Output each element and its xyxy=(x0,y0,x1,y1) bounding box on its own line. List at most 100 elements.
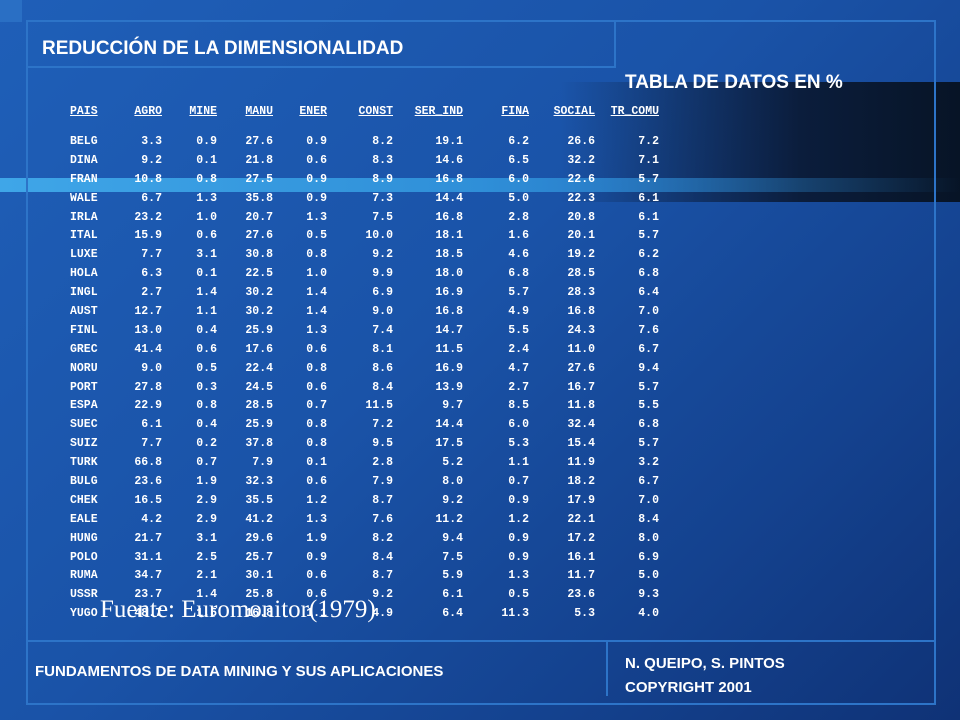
value-cell: 0.8 xyxy=(196,172,217,186)
country-cell: NORU xyxy=(70,361,98,375)
value-cell: 3.2 xyxy=(638,456,659,470)
value-cell: 9.2 xyxy=(442,493,463,507)
country-cell: DINA xyxy=(70,153,98,167)
table-row: CHEK 16.5 2.9 35.5 1.2 8.7 9.2 0.9 17.9 7.0 xyxy=(70,491,659,510)
value-cell: 0.8 xyxy=(196,399,217,413)
value-cell: 21.8 xyxy=(245,153,273,167)
value-cell: 16.8 xyxy=(435,304,463,318)
country-cell: PORT xyxy=(70,380,98,394)
value-cell: 6.7 xyxy=(638,474,659,488)
value-cell: 0.7 xyxy=(508,474,529,488)
value-cell: 0.6 xyxy=(306,474,327,488)
value-cell: 16.9 xyxy=(435,286,463,300)
table-row: ITAL 15.9 0.6 27.6 0.5 10.0 18.1 1.6 20.1 5.7 xyxy=(70,226,659,245)
table-row: PORT 27.8 0.3 24.5 0.6 8.4 13.9 2.7 16.7 5.7 xyxy=(70,378,659,397)
value-cell: 6.7 xyxy=(638,342,659,356)
country-cell: SUEC xyxy=(70,418,98,432)
value-cell: 30.1 xyxy=(245,569,273,583)
value-cell: 14.4 xyxy=(435,418,463,432)
value-cell: 10.8 xyxy=(134,172,162,186)
value-cell: 8.6 xyxy=(372,361,393,375)
value-cell: 1.3 xyxy=(306,323,327,337)
value-cell: 0.8 xyxy=(306,418,327,432)
value-cell: 7.3 xyxy=(372,191,393,205)
value-cell: 23.2 xyxy=(134,210,162,224)
cyan-accent-bar xyxy=(0,178,960,192)
value-cell: 27.6 xyxy=(245,134,273,148)
value-cell: 12.7 xyxy=(134,304,162,318)
value-cell: 8.0 xyxy=(638,531,659,545)
value-cell: 1.6 xyxy=(508,229,529,243)
value-cell: 6.0 xyxy=(508,172,529,186)
value-cell: 29.6 xyxy=(245,531,273,545)
value-cell: 5.7 xyxy=(638,229,659,243)
value-cell: 1.9 xyxy=(196,474,217,488)
value-cell: 1.1 xyxy=(508,456,529,470)
value-cell: 6.3 xyxy=(141,267,162,281)
value-cell: 1.4 xyxy=(306,304,327,318)
value-cell: 7.4 xyxy=(372,323,393,337)
value-cell: 0.6 xyxy=(306,569,327,583)
footer-vertical-divider xyxy=(606,640,608,696)
value-cell: 2.1 xyxy=(196,569,217,583)
value-cell: 11.5 xyxy=(365,399,393,413)
country-cell: YUGO xyxy=(70,607,98,621)
value-cell: 8.4 xyxy=(372,380,393,394)
value-cell: 22.5 xyxy=(245,267,273,281)
value-cell: 18.0 xyxy=(435,267,463,281)
value-cell: 0.1 xyxy=(196,267,217,281)
value-cell: 2.5 xyxy=(196,550,217,564)
value-cell: 5.3 xyxy=(574,607,595,621)
value-cell: 1.3 xyxy=(196,191,217,205)
value-cell: 2.9 xyxy=(196,512,217,526)
column-header: CONST xyxy=(358,104,393,118)
value-cell: 18.5 xyxy=(435,248,463,262)
value-cell: 23.7 xyxy=(134,588,162,602)
value-cell: 9.2 xyxy=(372,248,393,262)
country-cell: TURK xyxy=(70,456,98,470)
value-cell: 6.4 xyxy=(638,286,659,300)
country-cell: HOLA xyxy=(70,267,98,281)
value-cell: 16.7 xyxy=(567,380,595,394)
value-cell: 6.1 xyxy=(141,418,162,432)
value-cell: 11.3 xyxy=(501,607,529,621)
table-row: FINL 13.0 0.4 25.9 1.3 7.4 14.7 5.5 24.3 7.6 xyxy=(70,321,659,340)
value-cell: 48.7 xyxy=(134,607,162,621)
value-cell: 1.1 xyxy=(196,304,217,318)
value-cell: 0.4 xyxy=(196,323,217,337)
value-cell: 5.7 xyxy=(638,437,659,451)
value-cell: 22.4 xyxy=(245,361,273,375)
value-cell: 24.3 xyxy=(567,323,595,337)
value-cell: 28.5 xyxy=(245,399,273,413)
column-header: AGRO xyxy=(134,104,162,118)
column-header: SOCIAL xyxy=(553,104,595,118)
table-row: SUEC 6.1 0.4 25.9 0.8 7.2 14.4 6.0 32.4 6.8 xyxy=(70,415,659,434)
header-vertical-divider xyxy=(614,20,616,68)
table-row: POLO 31.1 2.5 25.7 0.9 8.4 7.5 0.9 16.1 6.9 xyxy=(70,548,659,567)
value-cell: 35.5 xyxy=(245,493,273,507)
value-cell: 8.2 xyxy=(372,134,393,148)
value-cell: 1.1 xyxy=(306,607,327,621)
value-cell: 27.8 xyxy=(134,380,162,394)
value-cell: 11.8 xyxy=(567,399,595,413)
value-cell: 5.7 xyxy=(508,286,529,300)
value-cell: 0.1 xyxy=(306,456,327,470)
table-row: INGL 2.7 1.4 30.2 1.4 6.9 16.9 5.7 28.3 6.4 xyxy=(70,283,659,302)
country-cell: INGL xyxy=(70,286,98,300)
table-row: RUMA 34.7 2.1 30.1 0.6 8.7 5.9 1.3 11.7 5.0 xyxy=(70,566,659,585)
value-cell: 8.1 xyxy=(372,342,393,356)
value-cell: 0.1 xyxy=(196,153,217,167)
value-cell: 0.8 xyxy=(306,248,327,262)
value-cell: 8.5 xyxy=(508,399,529,413)
value-cell: 4.7 xyxy=(508,361,529,375)
table-row: IRLA 23.2 1.0 20.7 1.3 7.5 16.8 2.8 20.8 6.1 xyxy=(70,208,659,227)
value-cell: 22.3 xyxy=(567,191,595,205)
country-cell: RUMA xyxy=(70,569,98,583)
value-cell: 6.0 xyxy=(508,418,529,432)
table-row: LUXE 7.7 3.1 30.8 0.8 9.2 18.5 4.6 19.2 6.2 xyxy=(70,245,659,264)
value-cell: 6.8 xyxy=(508,267,529,281)
country-cell: CHEK xyxy=(70,493,98,507)
table-row: BULG 23.6 1.9 32.3 0.6 7.9 8.0 0.7 18.2 6.7 xyxy=(70,472,659,491)
footer-authors-names: N. QUEIPO, S. PINTOS xyxy=(625,655,785,672)
table-row: NORU 9.0 0.5 22.4 0.8 8.6 16.9 4.7 27.6 9.4 xyxy=(70,359,659,378)
